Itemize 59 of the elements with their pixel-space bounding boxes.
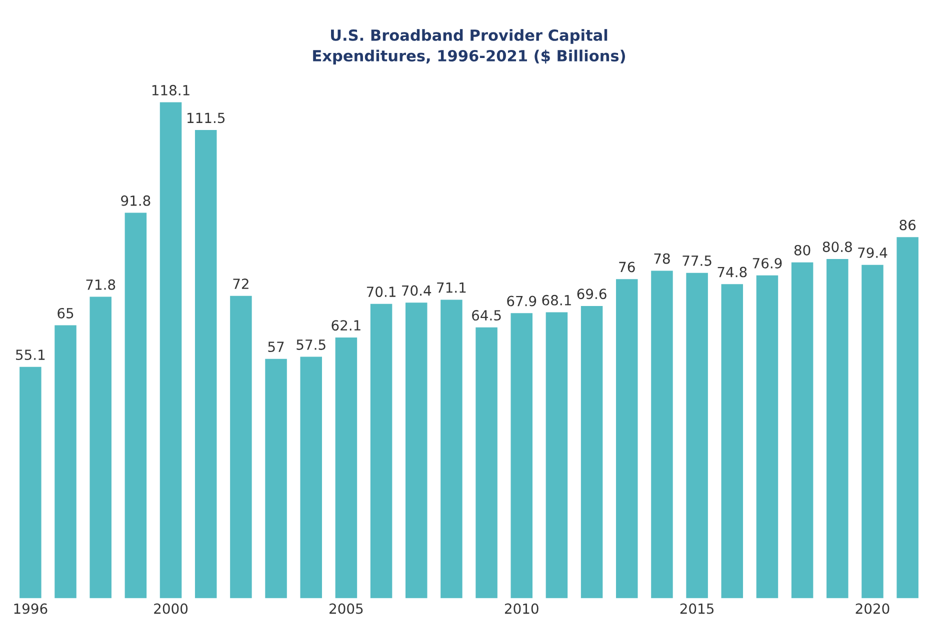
bar (335, 337, 358, 598)
bar (651, 270, 673, 598)
x-tick-label: 2005 (330, 603, 363, 614)
data-label: 111.5 (188, 112, 225, 124)
bar (370, 304, 392, 598)
bar (300, 356, 322, 598)
data-label: 74.8 (718, 266, 747, 278)
x-tick-label: 1996 (14, 603, 48, 614)
data-label: 72 (233, 278, 248, 289)
bar (194, 130, 217, 598)
bar (580, 306, 603, 598)
data-label: 76.9 (752, 258, 782, 268)
bar (862, 264, 884, 598)
bar (440, 300, 462, 598)
bar (54, 325, 76, 598)
data-label: 71.8 (86, 279, 116, 290)
data-label: 62.1 (332, 320, 360, 331)
bar (826, 258, 848, 598)
bar (896, 237, 918, 598)
data-label: 70.4 (402, 285, 432, 296)
bar (124, 212, 147, 598)
x-tick-label: 2000 (154, 603, 188, 614)
bar (686, 272, 708, 598)
data-label: 80.8 (822, 242, 852, 252)
bar (510, 313, 533, 598)
x-tick-label: 2020 (856, 603, 890, 614)
data-label: 57 (268, 342, 284, 352)
data-label: 118.1 (152, 84, 190, 96)
data-label: 76 (619, 262, 635, 272)
bar (160, 102, 182, 598)
data-label: 86 (900, 220, 916, 230)
x-tick-label: 2010 (504, 603, 538, 614)
data-label: 70.1 (366, 286, 396, 298)
bar (546, 312, 568, 598)
data-label: 69.6 (577, 288, 606, 300)
bar (616, 279, 638, 598)
data-label: 78 (654, 253, 670, 264)
bar (265, 358, 287, 598)
bar (90, 296, 112, 598)
data-label: 67.9 (507, 296, 536, 306)
data-label: 79.4 (858, 247, 888, 258)
data-label: 71.1 (437, 282, 466, 293)
data-label: 68.1 (542, 294, 571, 306)
data-label: 91.8 (121, 195, 150, 206)
chart-title: U.S. Broadband Provider Capital Expenditures, 1996-2021 ($ Billions) (313, 29, 625, 64)
data-label: 77.5 (682, 256, 712, 266)
data-label: 64.5 (472, 310, 501, 321)
data-label: 80 (794, 244, 810, 256)
bar (756, 275, 778, 598)
data-label: 55.1 (16, 350, 45, 360)
bar (791, 262, 814, 598)
bar (721, 284, 744, 598)
data-label: 57.5 (296, 340, 326, 350)
x-tick-label: 2015 (680, 603, 714, 614)
bar (476, 327, 498, 598)
bar (230, 296, 252, 598)
bar (405, 302, 428, 598)
bar (20, 366, 42, 598)
data-label: 65 (58, 308, 74, 318)
